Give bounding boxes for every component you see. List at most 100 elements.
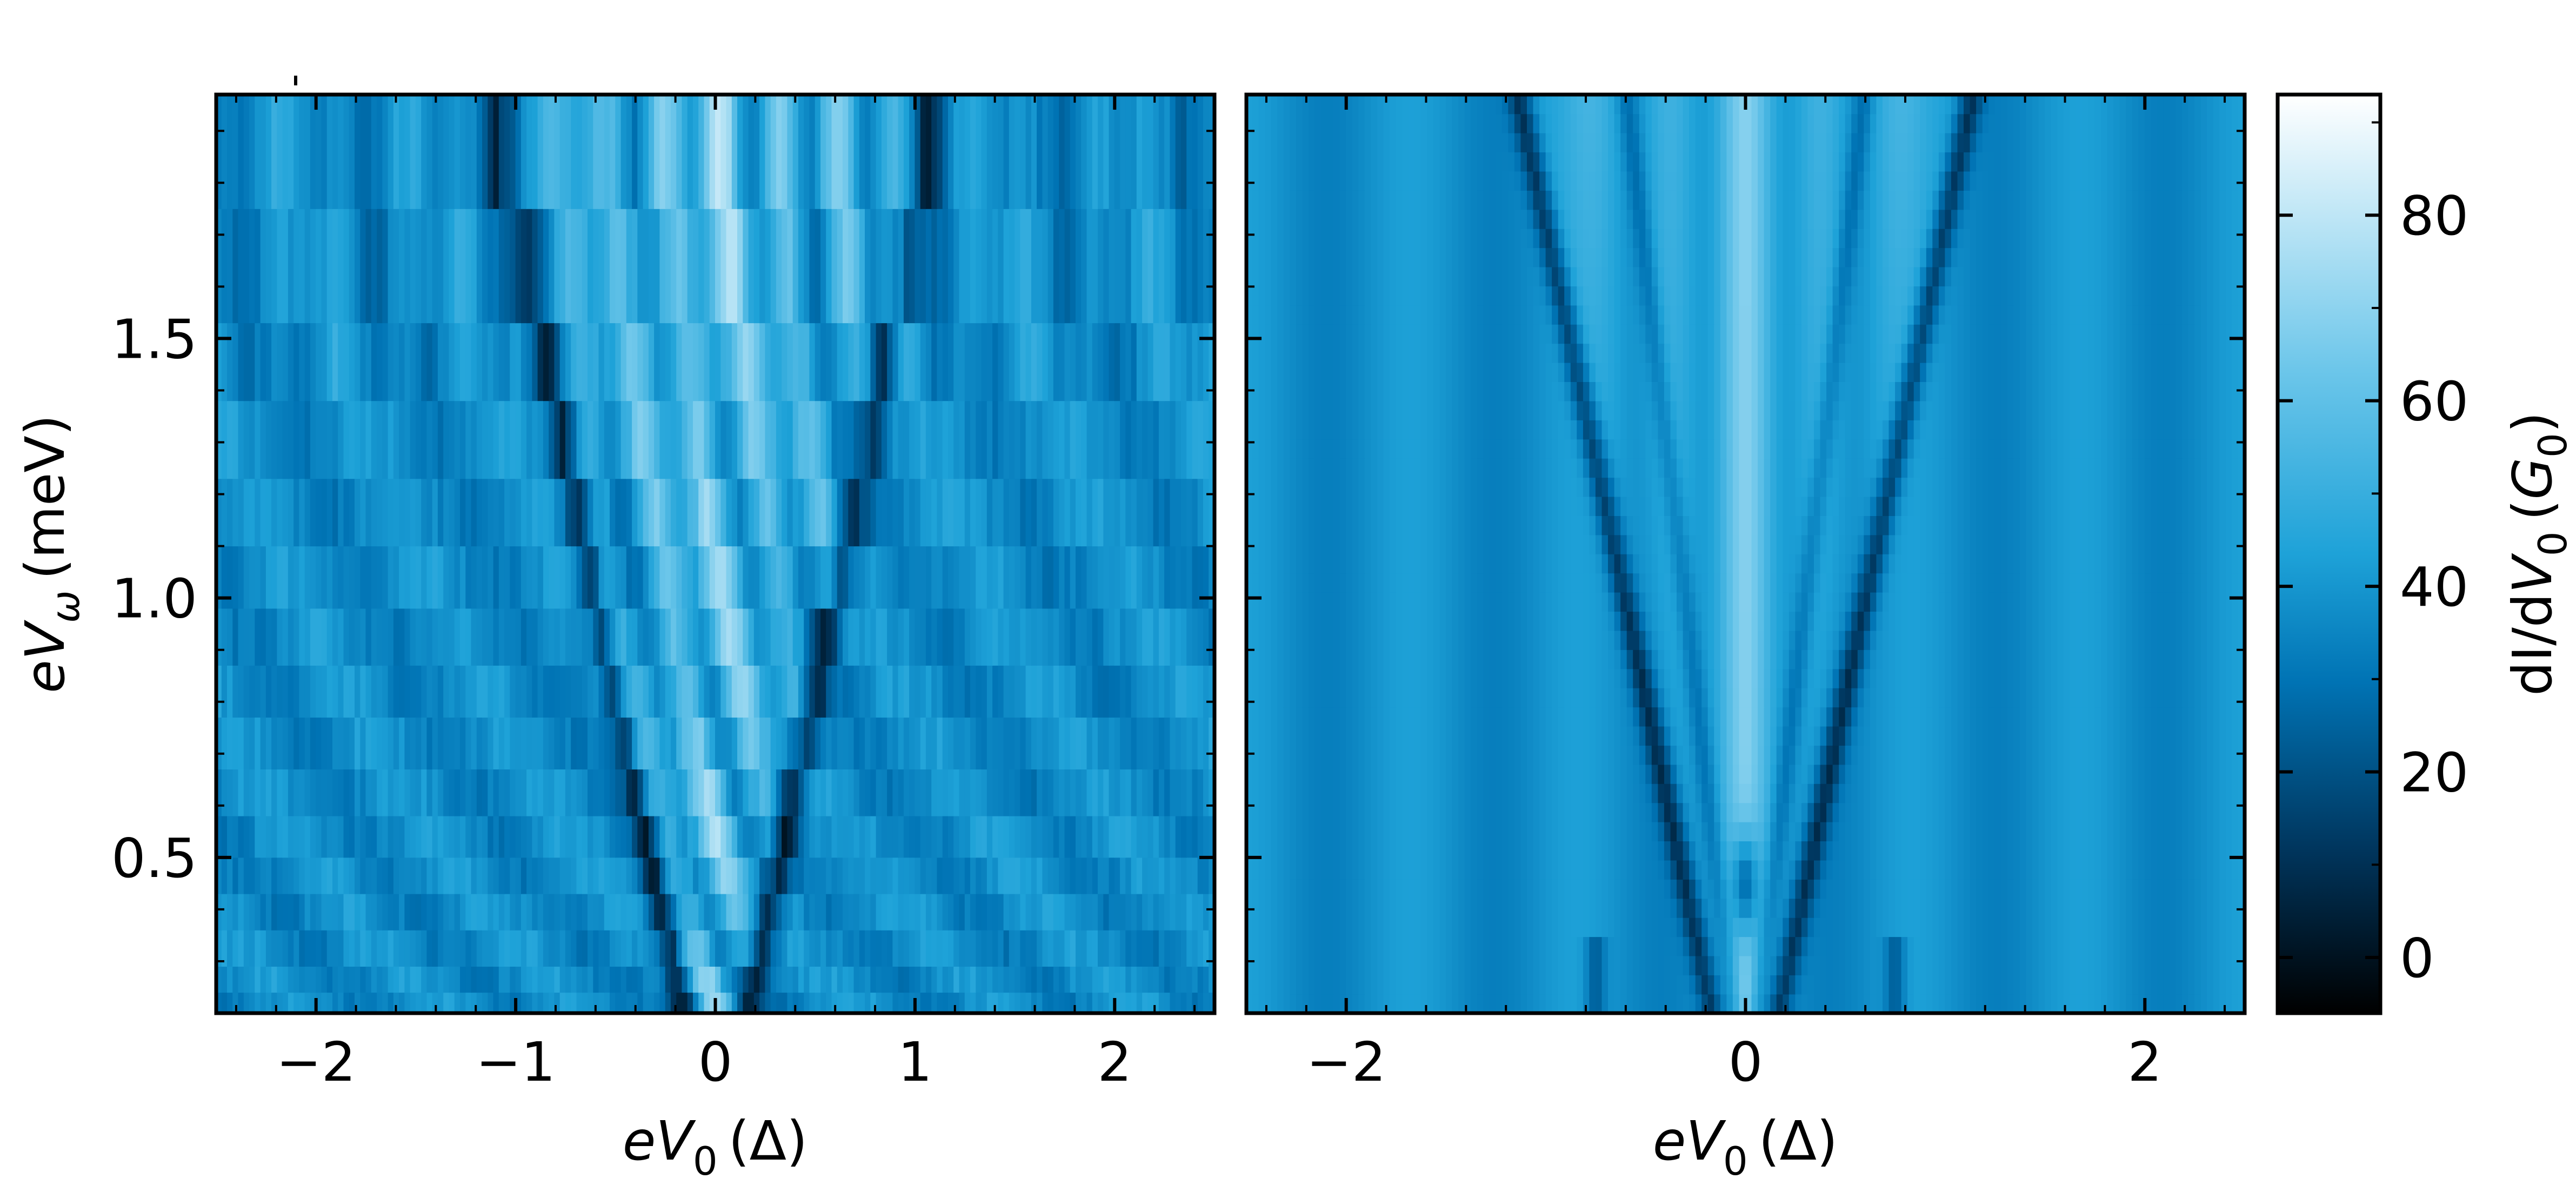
heatmap-cell [1577,860,1584,880]
heatmap-cell [432,816,438,858]
heatmap-cell [1707,783,1715,803]
heatmap-cell [1031,400,1038,479]
heatmap-cell [931,665,938,718]
heatmap-cell [720,769,727,816]
heatmap-cell [255,930,261,967]
heatmap-cell [598,930,605,967]
heatmap-cell [2038,936,2046,956]
heatmap-cell [782,209,788,324]
heatmap-cell [1970,879,1977,899]
heatmap-cell [759,816,766,858]
heatmap-cell [243,400,250,479]
heatmap-cell [1458,936,1465,956]
heatmap-cell [1851,936,1858,956]
heatmap-cell [648,717,655,769]
heatmap-cell [1265,936,1272,956]
heatmap-cell [1558,764,1565,784]
heatmap-cell [1677,860,1684,880]
heatmap-cell [460,608,466,666]
heatmap-cell [265,400,272,479]
heatmap-cell [493,930,499,967]
heatmap-cell [1003,816,1010,858]
heatmap-cell [2101,860,2108,880]
heatmap-cell [1314,917,1322,937]
heatmap-cell [532,546,538,609]
heatmap-cell [2126,898,2133,918]
heatmap-cell [976,546,982,609]
heatmap-cell [2213,879,2220,899]
heatmap-cell [1832,783,1840,803]
heatmap-cell [1745,936,1752,956]
heatmap-cell [1092,400,1099,479]
heatmap-cell [2207,783,2214,803]
heatmap-cell [598,608,605,666]
heatmap-cell [820,894,827,930]
heatmap-cell [2163,783,2170,803]
heatmap-cell [1064,95,1071,209]
heatmap-cell [1695,936,1703,956]
heatmap-cell [399,546,405,609]
heatmap-cell [865,323,871,401]
heatmap-cell [831,209,838,324]
heatmap-cell [665,992,671,1013]
heatmap-cell [787,400,793,479]
heatmap-cell [1009,608,1016,666]
heatmap-cell [709,992,716,1013]
heatmap-cell [2151,936,2158,956]
heatmap-cell [759,665,766,718]
heatmap-cell [2213,994,2220,1013]
heatmap-cell [1158,323,1165,401]
heatmap-cell [898,769,904,816]
heatmap-cell [260,769,266,816]
heatmap-cell [870,478,877,547]
heatmap-cell [221,930,228,967]
heatmap-cell [1076,323,1082,401]
heatmap-cell [1539,917,1546,937]
heatmap-cell [1720,917,1727,937]
heatmap-cell [299,966,305,993]
heatmap-cell [731,608,738,666]
heatmap-cell [2107,994,2114,1013]
heatmap-cell [2107,955,2114,975]
heatmap-cell [770,665,777,718]
heatmap-cell [937,992,943,1013]
heatmap-cell [1558,841,1565,861]
heatmap-cell [382,816,389,858]
heatmap-cell [998,546,1004,609]
heatmap-cell [976,608,982,666]
heatmap-cell [1025,857,1032,894]
heatmap-cell [687,816,693,858]
heatmap-cell [2194,783,2201,803]
heatmap-cell [415,857,422,894]
heatmap-cell [1639,764,1646,784]
heatmap-cell [853,323,860,401]
heatmap-cell [1732,898,1740,918]
heatmap-cell [1458,802,1465,822]
heatmap-cell [304,478,311,547]
heatmap-cell [1664,802,1671,822]
heatmap-cell [859,546,866,609]
heatmap-cell [626,894,633,930]
heatmap-cell [2194,898,2201,918]
heatmap-cell [915,992,921,1013]
heatmap-cell [1801,879,1808,899]
heatmap-cell [1170,546,1176,609]
heatmap-cell [543,894,550,930]
heatmap-cell [870,930,877,967]
heatmap-cell [925,717,932,769]
heatmap-cell [620,816,627,858]
heatmap-cell [559,930,566,967]
heatmap-cell [1726,802,1733,822]
heatmap-cell [471,816,477,858]
heatmap-cell [2045,821,2052,841]
heatmap-cell [1633,783,1640,803]
heatmap-cell [610,478,616,547]
heatmap-cell [1945,802,1952,822]
heatmap-cell [1265,975,1272,995]
heatmap-cell [2001,860,2008,880]
heatmap-cell [1414,879,1422,899]
heatmap-cell [343,400,350,479]
heatmap-cell [1047,323,1054,401]
heatmap-cell [2088,955,2095,975]
heatmap-cell [1670,975,1677,995]
